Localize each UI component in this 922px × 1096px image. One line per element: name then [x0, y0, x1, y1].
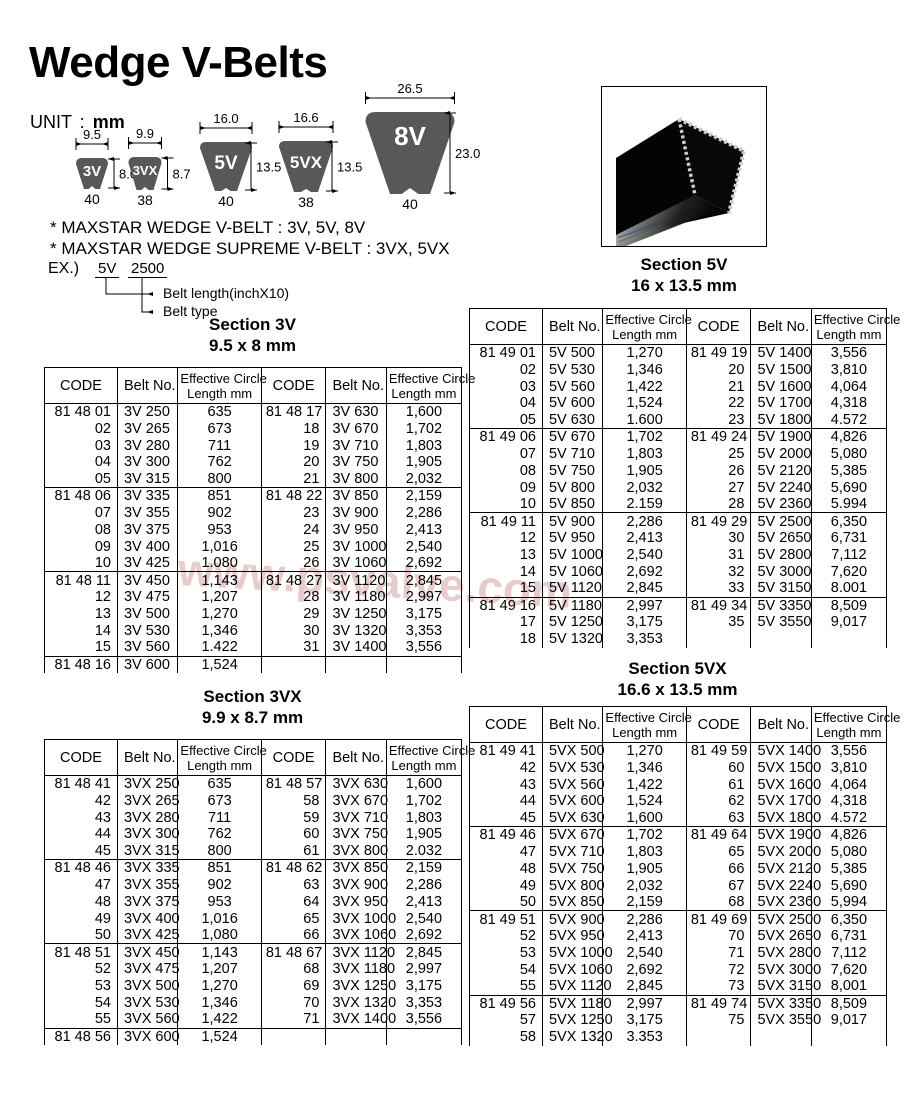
svg-text:3V: 3V: [83, 163, 101, 180]
svg-text:40: 40: [218, 193, 234, 209]
svg-text:5V: 5V: [214, 153, 238, 174]
svg-text:9.5: 9.5: [83, 127, 101, 142]
svg-text:40: 40: [84, 191, 100, 207]
svg-text:Belt length(inchX10): Belt length(inchX10): [163, 285, 289, 301]
svg-text:38: 38: [298, 194, 314, 210]
svg-text:9.9: 9.9: [136, 126, 154, 141]
svg-text:23.0: 23.0: [455, 146, 480, 161]
svg-text:16.6: 16.6: [293, 110, 318, 125]
svg-text:3VX: 3VX: [133, 163, 158, 178]
svg-text:16.0: 16.0: [213, 111, 238, 126]
svg-text:5VX: 5VX: [290, 153, 323, 172]
svg-text:8.7: 8.7: [173, 167, 191, 182]
svg-text:13.5: 13.5: [256, 160, 281, 175]
svg-text:26.5: 26.5: [397, 81, 422, 96]
svg-text:8V: 8V: [394, 121, 426, 151]
svg-text:38: 38: [137, 192, 153, 208]
svg-text:13.5: 13.5: [337, 160, 362, 175]
svg-text:40: 40: [402, 196, 418, 212]
